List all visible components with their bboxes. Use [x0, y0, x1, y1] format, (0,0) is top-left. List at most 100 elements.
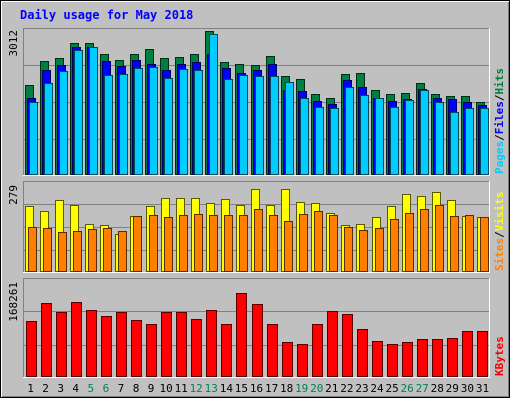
bar-sites-day-31: [480, 217, 489, 272]
x-tick-label-day-22: 22: [340, 382, 353, 395]
bar-pages-day-12: [194, 70, 203, 175]
x-tick-label-day-29: 29: [446, 382, 459, 395]
bar-kbytes-day-23: [357, 329, 368, 377]
bar-kbytes-day-28: [432, 339, 443, 377]
bar-sites-day-3: [58, 232, 67, 272]
bar-sites-day-4: [73, 231, 82, 272]
bar-sites-day-20: [314, 211, 323, 272]
bar-sites-day-29: [450, 216, 459, 272]
x-tick-label-day-7: 7: [118, 382, 125, 395]
bar-sites-day-15: [239, 215, 248, 272]
x-tick-label-day-16: 16: [250, 382, 263, 395]
bar-kbytes-day-2: [41, 303, 52, 377]
y-max-label-mid: 279: [7, 185, 20, 205]
x-tick-label-day-13: 13: [205, 382, 218, 395]
bar-sites-day-24: [375, 228, 384, 272]
bar-sites-day-14: [224, 215, 233, 272]
x-tick-label-day-3: 3: [57, 382, 64, 395]
bar-kbytes-day-29: [447, 338, 458, 377]
bar-kbytes-day-5: [86, 310, 97, 377]
bar-kbytes-day-16: [252, 304, 263, 377]
bar-sites-day-27: [420, 209, 429, 272]
bar-pages-day-28: [435, 102, 444, 175]
x-tick-label-day-26: 26: [400, 382, 413, 395]
x-tick-label-day-18: 18: [280, 382, 293, 395]
bar-kbytes-day-19: [297, 344, 308, 377]
legend-part: Sites: [493, 238, 506, 271]
bar-pages-day-22: [345, 87, 354, 175]
x-tick-label-day-14: 14: [220, 382, 234, 395]
x-tick-label-day-6: 6: [103, 382, 110, 395]
legend-part: Files: [493, 101, 506, 134]
legend-part: /: [493, 94, 506, 101]
bar-kbytes-day-22: [342, 314, 353, 377]
bar-pages-day-2: [44, 83, 53, 175]
y-legend-bot: KBytes: [493, 336, 506, 376]
bar-pages-day-21: [330, 108, 339, 175]
bar-sites-day-7: [118, 231, 127, 272]
bar-pages-day-16: [255, 76, 264, 175]
bar-sites-day-13: [209, 215, 218, 272]
bar-sites-day-12: [194, 214, 203, 272]
bar-pages-day-26: [405, 100, 414, 175]
y-max-label-top: 3012: [7, 30, 20, 57]
chart-panels: 3012Pages/Files/Hits279Sites/Visits16826…: [7, 28, 506, 378]
bar-kbytes-day-20: [312, 324, 323, 377]
bar-sites-day-17: [269, 215, 278, 272]
bar-pages-day-4: [74, 50, 83, 175]
bar-sites-day-21: [329, 215, 338, 272]
bar-kbytes-day-24: [372, 341, 383, 377]
bar-sites-day-9: [149, 215, 158, 272]
x-tick-label-day-8: 8: [133, 382, 140, 395]
x-tick-label-day-1: 1: [27, 382, 34, 395]
bar-pages-day-10: [164, 78, 173, 175]
bar-pages-day-9: [149, 67, 158, 175]
bar-kbytes-day-27: [417, 339, 428, 377]
panel-mid: 279 Sites/Visits: [7, 181, 506, 273]
x-tick-label-day-10: 10: [159, 382, 172, 395]
bar-kbytes-day-26: [402, 342, 413, 377]
bar-kbytes-day-10: [161, 312, 172, 377]
x-axis-day-labels: 1 2 3 4 5 6 7 8 9 10 11 12 13 14 15 16 17 18 19 20 21 22 23 24 2…: [27, 382, 489, 395]
bar-pages-day-23: [360, 95, 369, 175]
x-tick-label-day-2: 2: [42, 382, 49, 395]
bar-kbytes-day-25: [387, 344, 398, 377]
x-tick-label-day-20: 20: [310, 382, 323, 395]
bar-kbytes-day-11: [176, 312, 187, 377]
bar-kbytes-day-7: [116, 312, 127, 377]
bar-kbytes-day-30: [462, 331, 473, 377]
x-tick-label-day-12: 12: [190, 382, 203, 395]
chart-title: Daily usage for May 2018: [20, 8, 193, 22]
y-legend-mid: Sites/Visits: [493, 192, 506, 272]
bar-pages-day-1: [29, 102, 38, 175]
bar-kbytes-day-13: [206, 310, 217, 377]
x-tick-label-day-9: 9: [148, 382, 155, 395]
bar-sites-day-5: [88, 229, 97, 272]
bar-pages-day-17: [270, 76, 279, 175]
x-tick-label-day-5: 5: [87, 382, 94, 395]
bar-pages-day-3: [59, 71, 68, 175]
bar-pages-day-25: [390, 107, 399, 175]
legend-part: /: [493, 134, 506, 141]
x-tick-label-day-21: 21: [325, 382, 338, 395]
y-legend-top: Pages/Files/Hits: [493, 68, 506, 174]
x-tick-label-day-15: 15: [235, 382, 248, 395]
bar-kbytes-day-1: [26, 321, 37, 377]
bar-sites-day-22: [344, 227, 353, 272]
bar-sites-day-10: [164, 217, 173, 272]
bar-pages-day-5: [89, 47, 98, 175]
legend-part: KBytes: [493, 336, 506, 376]
bar-sites-day-8: [133, 216, 142, 272]
bar-pages-day-24: [375, 98, 384, 175]
bar-pages-day-20: [315, 107, 324, 175]
x-tick-label-day-19: 19: [295, 382, 308, 395]
x-tick-label-day-24: 24: [370, 382, 384, 395]
bar-sites-day-19: [299, 214, 308, 272]
legend-part: Visits: [493, 192, 506, 232]
bar-pages-day-8: [134, 68, 143, 175]
bar-sites-day-25: [390, 219, 399, 272]
bar-sites-day-11: [179, 215, 188, 272]
bar-sites-day-28: [435, 205, 444, 272]
